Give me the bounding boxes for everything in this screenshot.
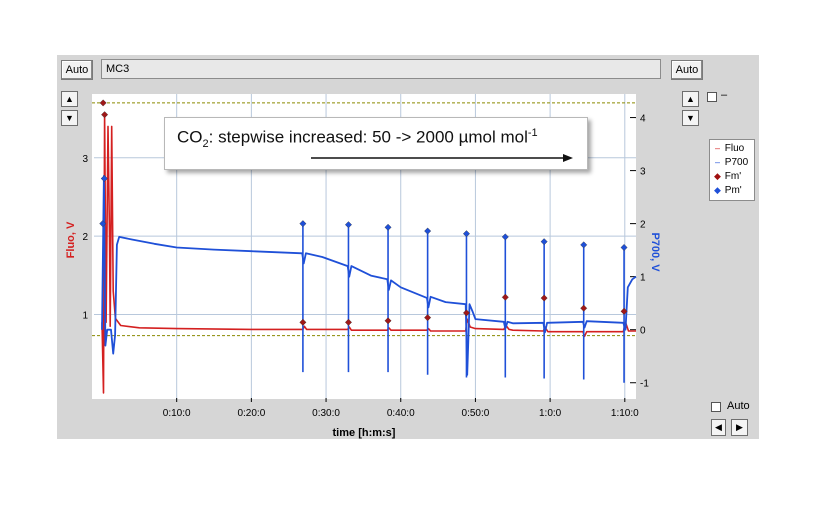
fm-point-6 <box>462 309 470 317</box>
y-left-tick-label-1: 2 <box>82 232 88 243</box>
fm-point-8 <box>540 294 548 302</box>
annotation-box: CO2: stepwise increased: 50 -> 2000 µmol… <box>164 117 588 170</box>
y-right-tick-label-4: 3 <box>640 167 646 178</box>
scroll-left-arrow-icon[interactable]: ◀ <box>711 419 726 436</box>
right-scale-up-arrow-icon[interactable]: ▲ <box>682 91 699 107</box>
y-axis-right-label: P700, V <box>649 232 661 272</box>
fm-point-10 <box>620 307 628 315</box>
fm-diamond-icon: ◆ <box>714 171 721 181</box>
y-right-tick-label-0: -1 <box>640 379 649 390</box>
x-tick-label-5: 1:0:0 <box>539 408 562 419</box>
axes: 0:10:0 0:20:0 0:30:0 0:40:0 0:50:0 1:0:0 1:10:… <box>82 114 649 419</box>
fm-point-2 <box>299 318 307 326</box>
x-tick-label-3: 0:40:0 <box>387 408 415 419</box>
pm-point-1 <box>100 175 108 183</box>
right-axis-checkbox[interactable] <box>707 92 717 102</box>
x-tick-label-4: 0:50:0 <box>462 408 490 419</box>
left-scale-up-arrow-icon[interactable]: ▲ <box>61 91 78 107</box>
right-auto-button[interactable]: Auto <box>671 60 703 80</box>
fluo-line <box>101 113 636 394</box>
right-axis-checkbox-label: – <box>721 89 728 101</box>
legend: – Fluo – P700 ◆ Fm' ◆ Pm' <box>709 139 755 201</box>
annotation-co: CO <box>177 127 203 147</box>
annotation-rest: : stepwise increased: 50 -> 2000 µmol mo… <box>208 127 528 147</box>
x-axis-label: time [h:m:s] <box>333 427 396 439</box>
y-right-tick-label-3: 2 <box>640 220 646 231</box>
x-tick-label-2: 0:30:0 <box>312 408 340 419</box>
legend-label-fluo: Fluo <box>724 143 745 154</box>
p700-line-icon: – <box>714 157 720 167</box>
p700-line <box>101 175 637 376</box>
legend-item-fm: ◆ Fm' <box>713 170 741 182</box>
annotation-sup: -1 <box>527 127 538 139</box>
pm-point-10 <box>620 244 628 251</box>
bottom-auto-label: Auto <box>727 400 750 412</box>
trace-name-field[interactable]: MC3 <box>101 59 661 79</box>
annotation-text: CO2: stepwise increased: 50 -> 2000 µmol… <box>177 127 538 150</box>
pm-point-5 <box>424 227 432 235</box>
fm-point-7 <box>501 293 509 301</box>
pm-point-9 <box>580 241 588 249</box>
pm-point-4 <box>384 223 392 231</box>
pm-diamond-icon: ◆ <box>714 185 721 195</box>
legend-item-p700: – P700 <box>713 156 748 168</box>
x-tick-label-6: 1:10:0 <box>611 408 639 419</box>
annotation-sub: 2 <box>202 138 209 151</box>
y-left-tick-label-0: 1 <box>82 311 88 322</box>
left-auto-button[interactable]: Auto <box>61 60 93 80</box>
annotation-arrow-icon <box>311 154 573 162</box>
legend-label-p700: P700 <box>724 157 749 168</box>
x-tick-label-1: 0:20:0 <box>237 408 265 419</box>
reference-lines <box>92 102 636 337</box>
fluo-line-icon: – <box>714 143 720 153</box>
pm-point-2 <box>299 220 307 228</box>
pm-point-0 <box>99 220 107 228</box>
right-scale-down-arrow-icon[interactable]: ▼ <box>682 110 699 126</box>
fm-point-5 <box>424 314 432 322</box>
y-axis-left-label: Fluo, V <box>65 221 77 258</box>
pm-point-7 <box>501 233 509 241</box>
legend-label-pm: Pm' <box>724 185 742 196</box>
fm-point-0 <box>99 99 107 107</box>
legend-item-pm: ◆ Pm' <box>713 184 742 196</box>
marker-layer <box>99 99 628 326</box>
fm-point-1 <box>101 111 109 119</box>
series-layer <box>101 113 637 394</box>
fm-point-3 <box>344 318 352 326</box>
fm-point-4 <box>384 317 392 325</box>
x-tick-label-0: 0:10:0 <box>163 408 191 419</box>
pm-point-6 <box>462 230 470 238</box>
pm-point-8 <box>540 238 548 246</box>
legend-item-fluo: – Fluo <box>713 142 744 154</box>
bottom-auto-checkbox[interactable] <box>711 402 721 412</box>
left-scale-down-arrow-icon[interactable]: ▼ <box>61 110 78 126</box>
scroll-right-arrow-icon[interactable]: ▶ <box>731 419 748 436</box>
y-right-tick-label-1: 0 <box>640 326 646 337</box>
y-left-tick-label-2: 3 <box>82 154 88 165</box>
y-right-tick-label-5: 4 <box>640 114 646 125</box>
y-right-tick-label-2: 1 <box>640 273 646 284</box>
pm-point-3 <box>344 221 352 229</box>
legend-label-fm: Fm' <box>724 171 742 182</box>
fm-point-9 <box>580 304 588 312</box>
